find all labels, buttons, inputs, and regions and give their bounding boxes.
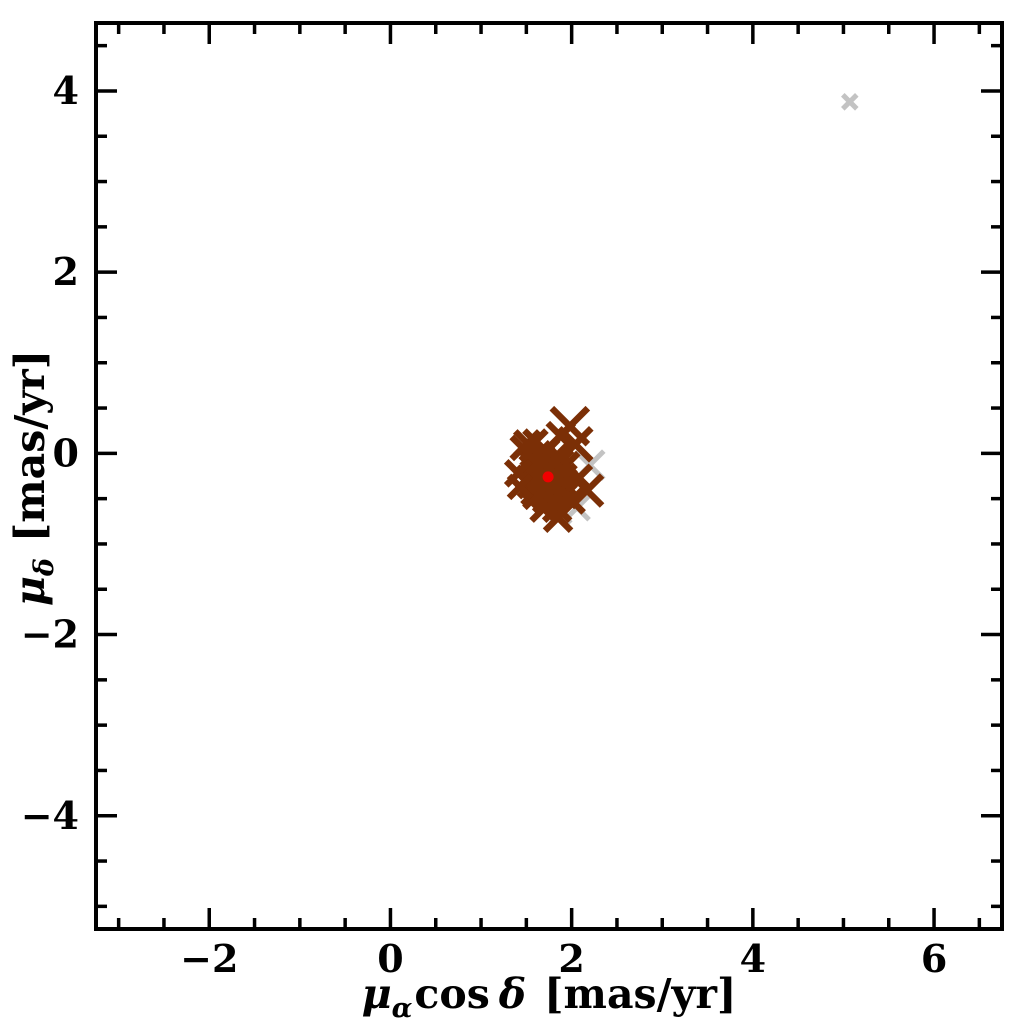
y-title-unit: [mas/yr]	[6, 350, 54, 542]
x-title-fn: cos	[414, 970, 489, 1018]
y-tick-label: −2	[21, 612, 79, 657]
plot-frame	[94, 21, 1004, 931]
x-title-mu: μ	[362, 970, 392, 1018]
y-tick-label: 0	[53, 430, 79, 475]
cluster-members-marker	[545, 420, 577, 452]
cluster-members-marker	[529, 494, 558, 523]
axis-ticks	[96, 23, 1002, 929]
x-tick-label: −2	[180, 936, 238, 981]
axis-tick-labels: −2 0 2 4 6 −4 −2 0 2 4	[21, 68, 948, 981]
x-tick-label: 2	[558, 936, 584, 981]
y-title-sub: δ	[29, 558, 60, 577]
x-title-unit: [mas/yr]	[544, 970, 736, 1018]
x-title-arg: δ	[498, 970, 526, 1018]
y-axis-title: μδ [mas/yr]	[6, 350, 60, 606]
y-tick-label: 2	[53, 249, 79, 294]
cluster-members-marker	[506, 473, 534, 501]
x-tick-label: 0	[377, 936, 403, 981]
y-title-mu: μ	[6, 576, 54, 606]
field-stars-marker	[841, 93, 859, 111]
x-tick-label: 6	[921, 936, 947, 981]
cluster-members-marker	[509, 434, 537, 462]
cluster-members-marker	[564, 463, 594, 493]
y-tick-label: −4	[21, 793, 79, 838]
data-markers	[503, 93, 859, 533]
x-title-sub: α	[392, 993, 413, 1024]
cluster-members-marker	[557, 486, 586, 515]
y-tick-label: 4	[53, 68, 79, 113]
mean-proper-motion-marker	[542, 471, 554, 483]
x-axis-title: μαcos δ [mas/yr]	[362, 970, 737, 1024]
x-tick-label: 4	[740, 936, 766, 981]
